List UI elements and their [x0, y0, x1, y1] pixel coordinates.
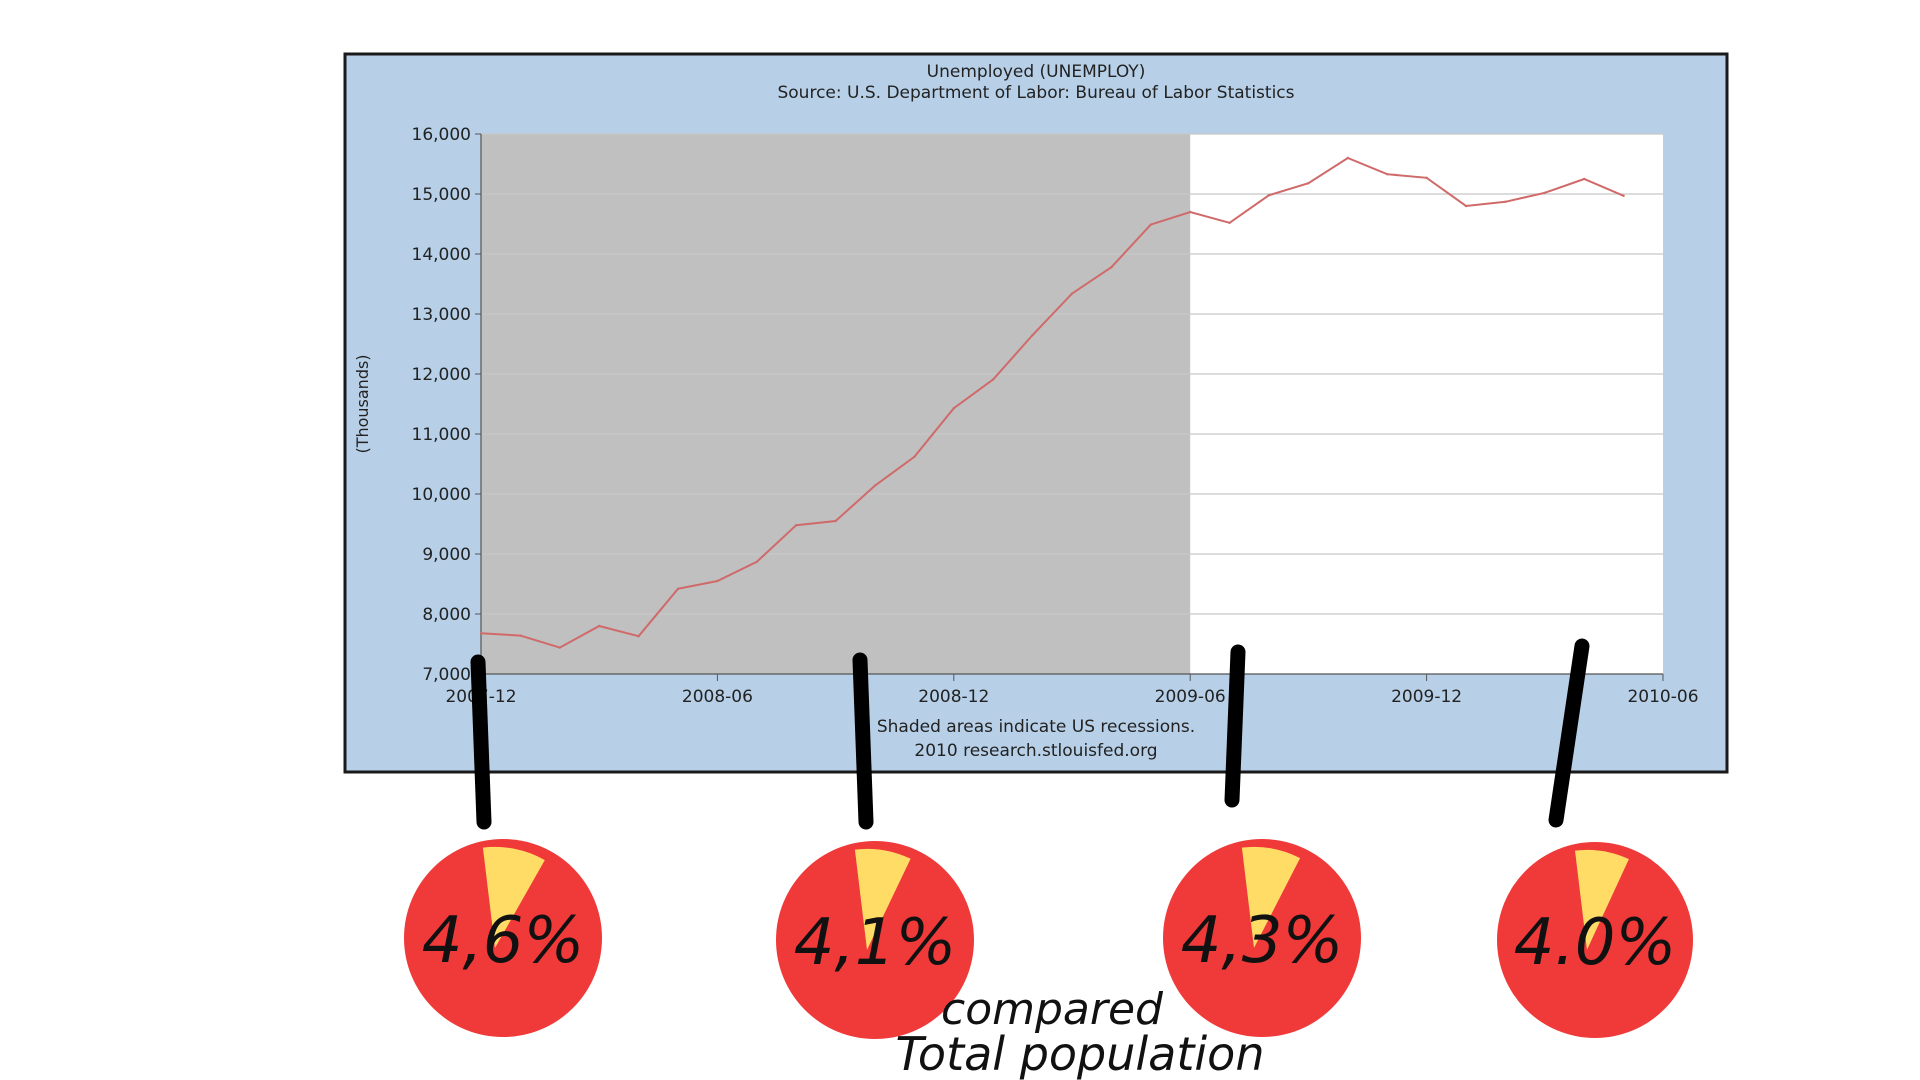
- data-point: [716, 579, 719, 583]
- pie-label: 4,3%: [1181, 904, 1344, 978]
- y-tick-label: 14,000: [412, 245, 471, 265]
- pie-annotation: 4,6%: [404, 839, 602, 1037]
- y-tick-label: 8,000: [422, 605, 471, 625]
- data-point: [1543, 191, 1547, 194]
- data-point: [992, 378, 995, 381]
- data-point: [1149, 223, 1153, 226]
- marker-strokes: [470, 638, 1590, 830]
- pie-disc: [1163, 839, 1361, 1037]
- data-point: [598, 624, 601, 628]
- marker-stroke: [1224, 644, 1246, 808]
- y-tick-label: 12,000: [412, 365, 471, 385]
- data-point: [795, 524, 798, 527]
- data-point: [1189, 210, 1192, 214]
- x-tick-label: 2009-12: [1391, 687, 1462, 707]
- data-point: [1031, 333, 1034, 337]
- marker-stroke: [470, 654, 492, 830]
- pie-annotation: 4,3%: [1163, 839, 1361, 1037]
- data-point: [1386, 173, 1389, 176]
- pie-label: 4,6%: [422, 904, 585, 978]
- data-point: [1622, 194, 1625, 197]
- data-point: [1464, 204, 1468, 208]
- x-tick-label: 2008-06: [682, 687, 753, 707]
- caption-total-population: Total population: [896, 1027, 1265, 1080]
- pie-disc: [776, 841, 974, 1039]
- pie-label: 4,1%: [794, 906, 957, 980]
- data-point: [519, 634, 522, 637]
- pie-slice: [1241, 846, 1301, 948]
- data-point: [913, 455, 916, 458]
- x-axis-ticks: 2007-122008-062008-122009-062009-122010-…: [445, 674, 1699, 707]
- data-point: [952, 407, 955, 410]
- series-points: [479, 156, 1625, 649]
- data-point: [1267, 194, 1271, 197]
- footer-line-2: 2010 research.stlouisfed.org: [914, 741, 1157, 761]
- recession-shading: [481, 134, 1191, 674]
- marker-stroke: [852, 652, 874, 830]
- y-axis-ticks: 7,000 8,000 9,000 10,000 11,000 12,000 13,000 1…: [412, 125, 481, 685]
- population-share-pies: 4,6% 4,1% 4,3% 4.0%: [404, 839, 1693, 1039]
- chart-title: Unemployed (UNEMPLOY): [927, 62, 1146, 82]
- pie-annotation: 4,1%: [776, 841, 974, 1039]
- x-tick-label: 2009-06: [1155, 687, 1226, 707]
- y-tick-label: 16,000: [412, 125, 471, 145]
- y-axis-label: (Thousands): [353, 354, 372, 453]
- x-tick-label: 2010-06: [1627, 687, 1698, 707]
- data-point: [1307, 182, 1310, 185]
- y-tick-label: 7,000: [422, 665, 471, 685]
- data-point: [1346, 156, 1350, 160]
- x-tick-label: 2008-12: [918, 687, 989, 707]
- data-point: [834, 519, 837, 523]
- y-tick-label: 13,000: [412, 305, 471, 325]
- pie-label: 4.0%: [1514, 906, 1677, 980]
- pie-slice: [1575, 849, 1629, 950]
- data-point: [1070, 292, 1074, 295]
- data-point: [1583, 177, 1586, 181]
- gridlines: [481, 133, 1663, 615]
- data-point: [1425, 176, 1428, 179]
- pie-annotation: 4.0%: [1497, 842, 1693, 1038]
- data-point: [558, 646, 561, 649]
- data-point: [1228, 221, 1231, 224]
- y-tick-label: 11,000: [412, 425, 471, 445]
- data-point: [637, 635, 640, 638]
- data-point: [1110, 266, 1113, 269]
- y-tick-label: 9,000: [422, 545, 471, 565]
- pie-disc: [404, 839, 602, 1037]
- data-point: [873, 484, 877, 487]
- caption-compared: compared: [941, 984, 1164, 1035]
- pie-disc: [1497, 842, 1693, 1038]
- data-point: [479, 632, 483, 635]
- pie-slice: [854, 848, 911, 950]
- footer-line-1: Shaded areas indicate US recessions.: [877, 717, 1195, 737]
- y-tick-label: 15,000: [412, 185, 471, 205]
- chart-subtitle: Source: U.S. Department of Labor: Bureau…: [777, 83, 1294, 103]
- data-point: [1504, 200, 1507, 203]
- data-point: [676, 587, 680, 590]
- unemployed-series-line: [480, 156, 1624, 649]
- y-tick-label: 10,000: [412, 485, 471, 505]
- pie-slice: [482, 846, 545, 948]
- data-point: [755, 560, 758, 563]
- marker-stroke: [1548, 638, 1590, 828]
